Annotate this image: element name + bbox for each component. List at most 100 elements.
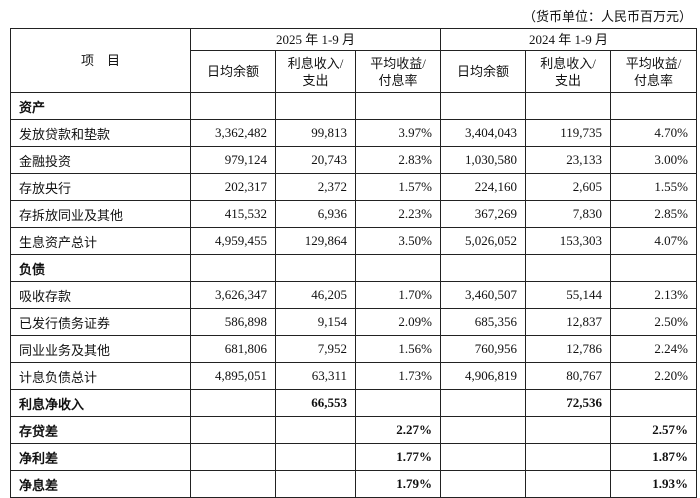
cell: 3,362,482 (190, 119, 276, 147)
row-label: 资产 (10, 92, 191, 120)
column-header-line: 平均收益/ (370, 55, 426, 71)
table-row: 存拆放同业及其他 415,532 6,936 2.23% 367,269 7,830 2.8… (10, 200, 697, 228)
cell: 153,303 (525, 227, 611, 255)
cell: 6,936 (275, 200, 356, 228)
cell (190, 470, 276, 498)
cell: 3,460,507 (440, 281, 526, 309)
row-label: 存拆放同业及其他 (10, 200, 191, 228)
column-header: 平均收益/付息率 (355, 50, 441, 93)
column-header-line: 支出 (554, 72, 581, 88)
cell (525, 443, 611, 471)
cell: 2,372 (275, 173, 356, 201)
cell: 119,735 (525, 119, 611, 147)
cell (190, 443, 276, 471)
period-header: 2025 年 1-9 月 (190, 28, 441, 51)
cell: 1.79% (355, 470, 441, 498)
row-label: 净息差 (10, 470, 191, 498)
header-row: 项 目 2025 年 1-9 月 2024 年 1-9 月 (10, 28, 697, 93)
cell (440, 416, 526, 444)
table-row: 利息净收入 66,553 72,536 (10, 389, 697, 417)
cell: 20,743 (275, 146, 356, 174)
cell (525, 92, 611, 120)
cell: 979,124 (190, 146, 276, 174)
cell: 2,605 (525, 173, 611, 201)
cell (610, 92, 697, 120)
column-header-line: 支出 (302, 72, 329, 88)
cell: 72,536 (525, 389, 611, 417)
table-row: 净利差 1.77% 1.87% (10, 443, 697, 471)
cell: 1.77% (355, 443, 441, 471)
cell (610, 254, 697, 282)
cell: 2.83% (355, 146, 441, 174)
cell: 1.57% (355, 173, 441, 201)
cell (355, 389, 441, 417)
cell: 3,626,347 (190, 281, 276, 309)
cell: 7,952 (275, 335, 356, 363)
column-header: 日均余额 (190, 50, 276, 93)
cell: 12,786 (525, 335, 611, 363)
cell: 681,806 (190, 335, 276, 363)
cell: 415,532 (190, 200, 276, 228)
cell: 202,317 (190, 173, 276, 201)
cell: 99,813 (275, 119, 356, 147)
cell: 66,553 (275, 389, 356, 417)
cell: 1,030,580 (440, 146, 526, 174)
cell (275, 470, 356, 498)
cell: 4.70% (610, 119, 697, 147)
cell: 3.00% (610, 146, 697, 174)
cell: 4,906,819 (440, 362, 526, 390)
data-table: 项 目 2025 年 1-9 月 2024 年 1-9 月日均余额 利息收入/支出 平均… (10, 28, 697, 498)
cell: 4.07% (610, 227, 697, 255)
column-header: 利息收入/支出 (275, 50, 356, 93)
cell: 1.93% (610, 470, 697, 498)
row-label: 净利差 (10, 443, 191, 471)
row-label: 利息净收入 (10, 389, 191, 417)
cell: 12,837 (525, 308, 611, 336)
table-row: 吸收存款 3,626,347 46,205 1.70% 3,460,507 55,144 2… (10, 281, 697, 309)
cell: 1.70% (355, 281, 441, 309)
column-header-line: 利息收入/ (287, 55, 344, 71)
column-header-line: 付息率 (633, 72, 673, 88)
table-row: 资产 (10, 92, 697, 120)
cell (275, 92, 356, 120)
cell: 2.09% (355, 308, 441, 336)
cell: 9,154 (275, 308, 356, 336)
row-label: 存放央行 (10, 173, 191, 201)
cell: 2.50% (610, 308, 697, 336)
cell (275, 254, 356, 282)
table-row: 生息资产总计 4,959,455 129,864 3.50% 5,026,052 153,… (10, 227, 697, 255)
cell (440, 443, 526, 471)
cell (525, 416, 611, 444)
cell: 2.27% (355, 416, 441, 444)
cell: 760,956 (440, 335, 526, 363)
row-label: 计息负债总计 (10, 362, 191, 390)
cell: 685,356 (440, 308, 526, 336)
cell: 1.56% (355, 335, 441, 363)
cell (275, 443, 356, 471)
table-row: 存放央行 202,317 2,372 1.57% 224,160 2,605 1.55% (10, 173, 697, 201)
cell: 586,898 (190, 308, 276, 336)
cell: 367,269 (440, 200, 526, 228)
row-label: 存贷差 (10, 416, 191, 444)
row-label: 发放贷款和垫款 (10, 119, 191, 147)
cell: 2.85% (610, 200, 697, 228)
cell (355, 92, 441, 120)
cell: 63,311 (275, 362, 356, 390)
table-row: 净息差 1.79% 1.93% (10, 470, 697, 498)
cell: 23,133 (525, 146, 611, 174)
cell: 4,895,051 (190, 362, 276, 390)
cell (440, 389, 526, 417)
cell (525, 470, 611, 498)
cell (440, 92, 526, 120)
cell (190, 254, 276, 282)
cell: 4,959,455 (190, 227, 276, 255)
cell: 46,205 (275, 281, 356, 309)
table-row: 同业业务及其他 681,806 7,952 1.56% 760,956 12,786 2.2… (10, 335, 697, 363)
cell (525, 254, 611, 282)
table-row: 发放贷款和垫款 3,362,482 99,813 3.97% 3,404,043 119,… (10, 119, 697, 147)
row-label: 同业业务及其他 (10, 335, 191, 363)
cell: 2.13% (610, 281, 697, 309)
column-header: 平均收益/付息率 (610, 50, 697, 93)
cell (275, 416, 356, 444)
